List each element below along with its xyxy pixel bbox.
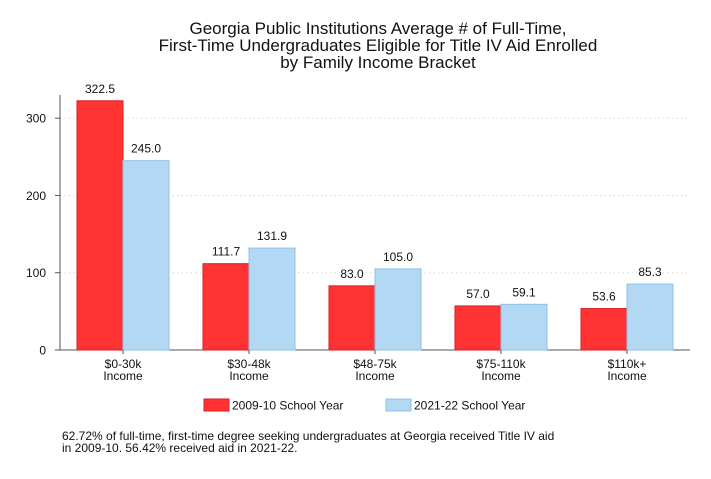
bar-value-label: 85.3 <box>638 265 662 279</box>
bar <box>328 285 376 351</box>
bar-value-label: 245.0 <box>131 142 161 156</box>
x-tick-label: Income <box>355 369 395 383</box>
bar-value-label: 59.1 <box>512 285 536 299</box>
bar-value-label: 53.6 <box>592 290 616 304</box>
bar <box>374 268 422 351</box>
y-tick-label: 300 <box>26 112 46 126</box>
bar <box>626 283 674 351</box>
x-tick-label: Income <box>607 369 647 383</box>
x-tick-label: Income <box>229 369 269 383</box>
chart-title-line: First-Time Undergraduates Eligible for T… <box>159 36 598 55</box>
legend-label: 2009-10 School Year <box>232 399 343 413</box>
bar-value-label: 131.9 <box>257 229 287 243</box>
x-tick-label: $110k+ <box>608 357 647 371</box>
bar-value-label: 83.0 <box>340 267 364 281</box>
bar <box>500 303 548 351</box>
x-tick-label: Income <box>103 369 143 383</box>
y-tick-label: 200 <box>26 189 46 203</box>
x-tick-label: Income <box>481 369 521 383</box>
x-tick-label: $30-48k <box>227 357 271 371</box>
bar-value-label: 57.0 <box>466 287 490 301</box>
x-tick-label: $75-110k <box>476 357 526 371</box>
bar <box>580 308 628 351</box>
y-tick-label: 0 <box>39 344 46 358</box>
x-tick-label: $48-75k <box>353 357 397 371</box>
bar-value-label: 111.7 <box>212 245 241 259</box>
footnote-line: in 2009-10. 56.42% received aid in 2021-… <box>62 441 298 455</box>
chart-title-line: Georgia Public Institutions Average # of… <box>189 19 566 38</box>
chart-title-line: by Family Income Bracket <box>280 53 476 72</box>
bar <box>202 263 250 351</box>
legend-label: 2021-22 School Year <box>414 399 525 413</box>
y-tick-label: 100 <box>26 266 46 280</box>
bar <box>248 247 296 351</box>
bar <box>122 160 170 351</box>
bar-value-label: 105.0 <box>383 250 413 264</box>
x-tick-label: $0-30k <box>105 357 143 371</box>
bar <box>454 305 502 351</box>
legend-swatch <box>385 398 412 412</box>
bar <box>76 100 124 351</box>
legend-swatch <box>203 398 230 412</box>
footnote-line: 62.72% of full-time, first-time degree s… <box>62 429 554 443</box>
bar-value-label: 322.5 <box>85 82 115 96</box>
